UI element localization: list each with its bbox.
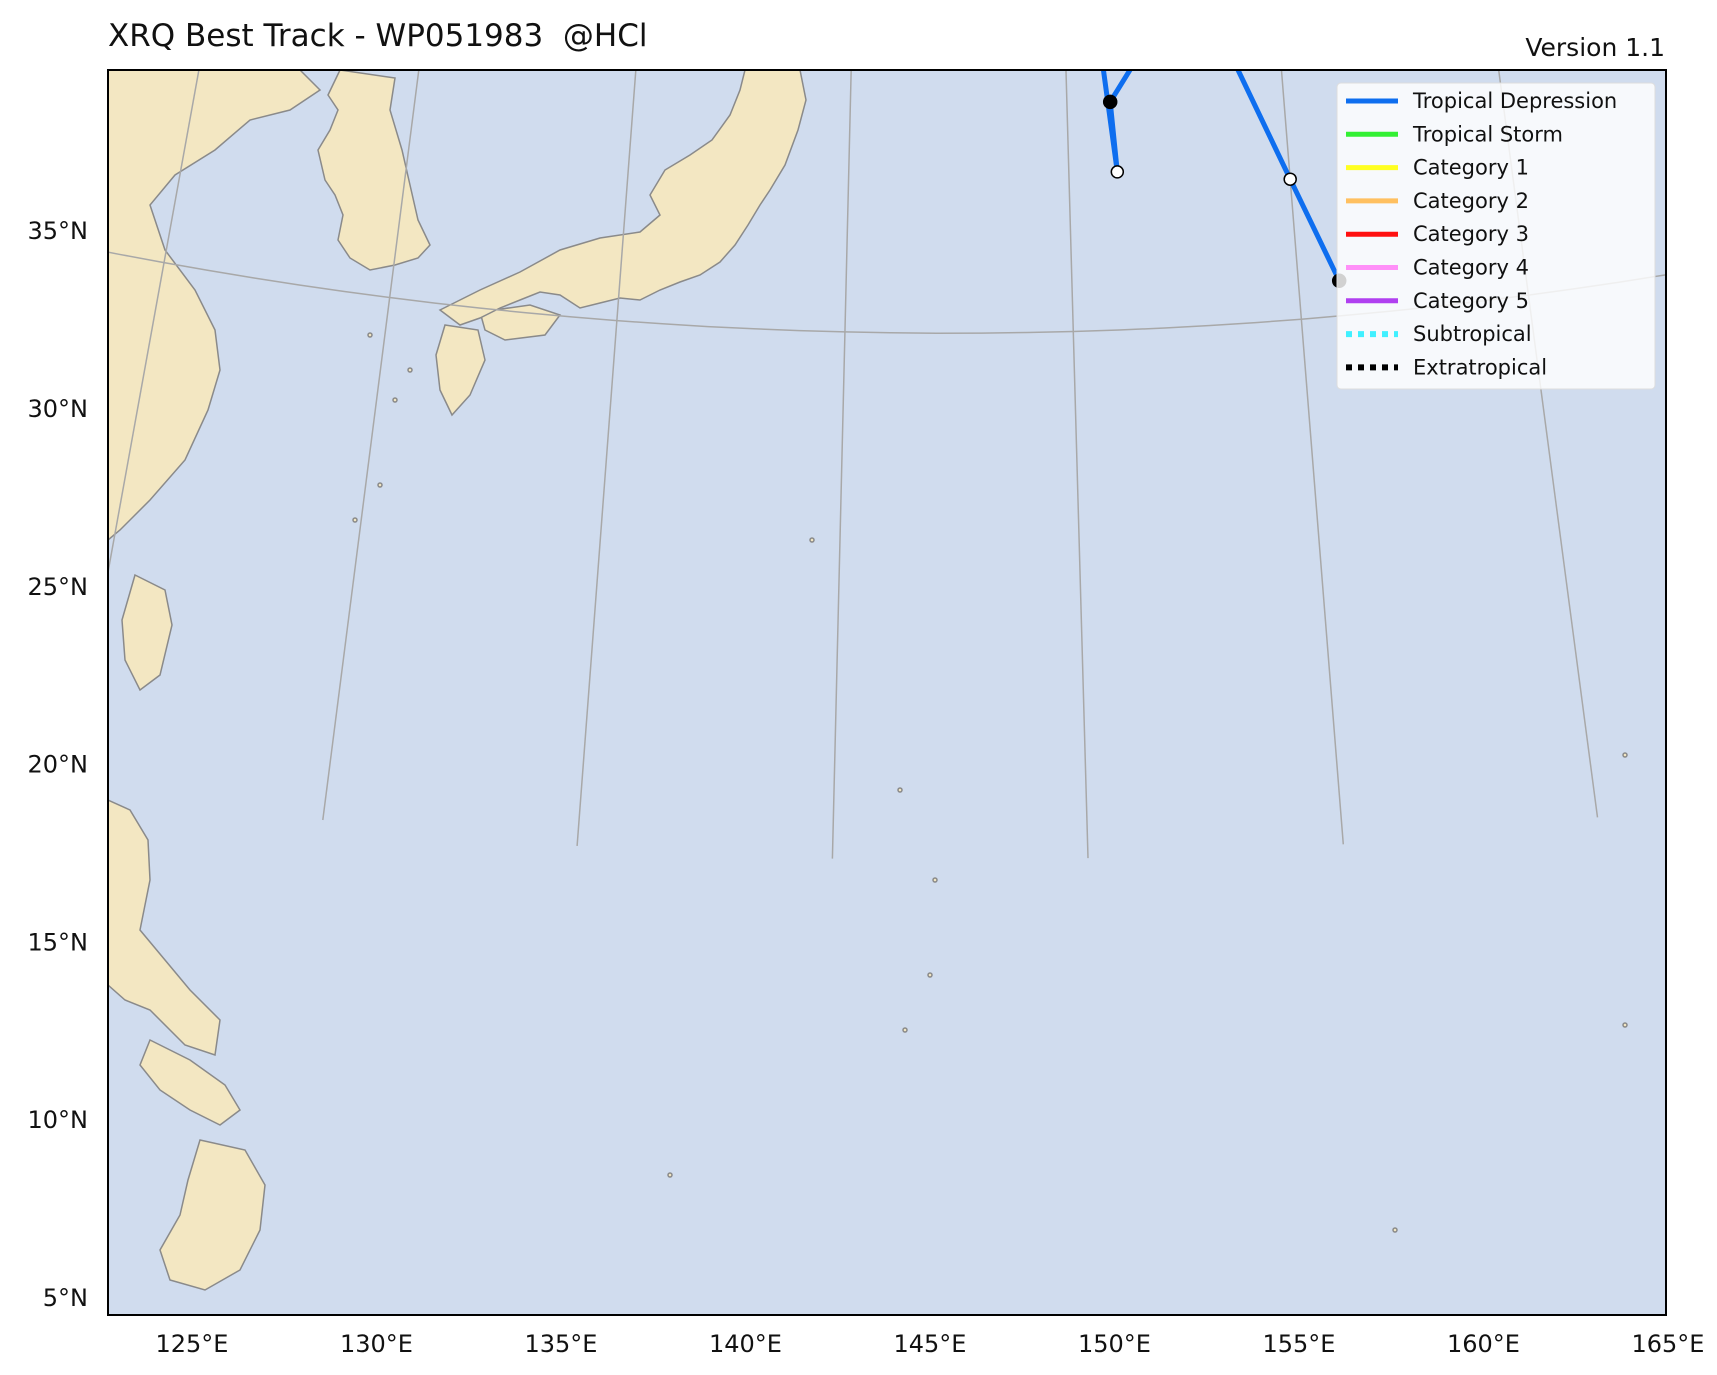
latitude-labels: 5°N 10°N 15°N 20°N 25°N 30°N 35°N xyxy=(28,217,89,1312)
latitude-tick-label: 35°N xyxy=(28,217,89,245)
track-segment xyxy=(1107,70,1133,105)
legend-label: Tropical Storm xyxy=(1412,122,1563,146)
track-point-filled xyxy=(1087,0,1100,4)
island-dot xyxy=(392,397,398,403)
legend-label: Category 4 xyxy=(1413,256,1529,280)
island-dot xyxy=(927,972,933,978)
island-dot xyxy=(932,877,938,883)
island-dot xyxy=(667,1172,673,1178)
latitude-tick-label: 10°N xyxy=(28,1106,89,1134)
latitude-tick-label: 5°N xyxy=(43,1284,88,1312)
taiwan-land xyxy=(121,573,173,692)
longitude-tick-label: 130°E xyxy=(340,1330,413,1358)
latitude-tick-label: 15°N xyxy=(28,928,89,956)
longitude-tick-label: 145°E xyxy=(894,1330,967,1358)
longitude-tick-label: 135°E xyxy=(525,1330,598,1358)
map-frame xyxy=(107,69,1667,1316)
latitude-tick-label: 25°N xyxy=(28,573,89,601)
track-segment xyxy=(1166,11,1233,60)
island-dot xyxy=(407,367,413,373)
china-coast-land xyxy=(108,70,322,541)
longitude-tick-label: 140°E xyxy=(709,1330,782,1358)
island-dot xyxy=(377,482,383,488)
island-dot xyxy=(809,537,815,543)
latitude-tick-label: 30°N xyxy=(28,395,89,423)
land-layer xyxy=(108,70,1628,1291)
island-dot xyxy=(352,517,358,523)
legend-label: Subtropical xyxy=(1413,322,1532,346)
track-segment xyxy=(1287,176,1342,284)
kyushu-land xyxy=(435,324,486,417)
legend-label: Category 3 xyxy=(1413,222,1529,246)
honshu-land xyxy=(438,70,807,326)
storm-track xyxy=(1100,11,1342,284)
mindanao-land xyxy=(159,1139,266,1291)
korea-land xyxy=(317,70,431,271)
track-point-open xyxy=(1110,165,1125,179)
longitude-tick-label: 155°E xyxy=(1263,1330,1336,1358)
longitude-tick-label: 150°E xyxy=(1078,1330,1151,1358)
track-point-filled xyxy=(1102,94,1118,110)
version-label: Version 1.1 xyxy=(1525,33,1665,62)
legend-label: Extratropical xyxy=(1413,355,1547,379)
track-point-filled xyxy=(1227,54,1240,67)
legend-label: Category 1 xyxy=(1413,156,1529,180)
track-segment xyxy=(1100,70,1120,175)
track-segment xyxy=(1235,70,1293,182)
longitude-tick-label: 160°E xyxy=(1447,1330,1520,1358)
legend: Tropical Depression Tropical Storm Categor… xyxy=(1336,82,1656,390)
island-dot xyxy=(1622,752,1628,758)
track-point-open xyxy=(1160,5,1172,17)
island-dot xyxy=(902,1027,908,1033)
track-points xyxy=(1087,0,1347,288)
track-point-open xyxy=(1283,172,1297,186)
longitude-tick-label: 125°E xyxy=(156,1330,229,1358)
map-title: XRQ Best Track - WP051983 @HCl xyxy=(108,18,648,54)
luzon-land xyxy=(108,799,221,1056)
legend-box xyxy=(1336,82,1656,390)
legend-label: Tropical Depression xyxy=(1412,89,1617,113)
longitude-tick-label: 165°E xyxy=(1632,1330,1705,1358)
island-dot xyxy=(1622,1022,1628,1028)
legend-label: Category 5 xyxy=(1413,289,1529,313)
legend-label: Category 2 xyxy=(1413,189,1529,213)
island-dot xyxy=(1392,1227,1398,1233)
island-dot xyxy=(897,787,903,793)
island-dot xyxy=(367,332,373,338)
latitude-tick-label: 20°N xyxy=(28,751,89,779)
visayas-land xyxy=(139,1038,241,1126)
longitude-labels: 125°E 130°E 135°E 140°E 145°E 150°E 155°E 160°E… xyxy=(156,1330,1705,1358)
graticule xyxy=(108,70,1666,859)
